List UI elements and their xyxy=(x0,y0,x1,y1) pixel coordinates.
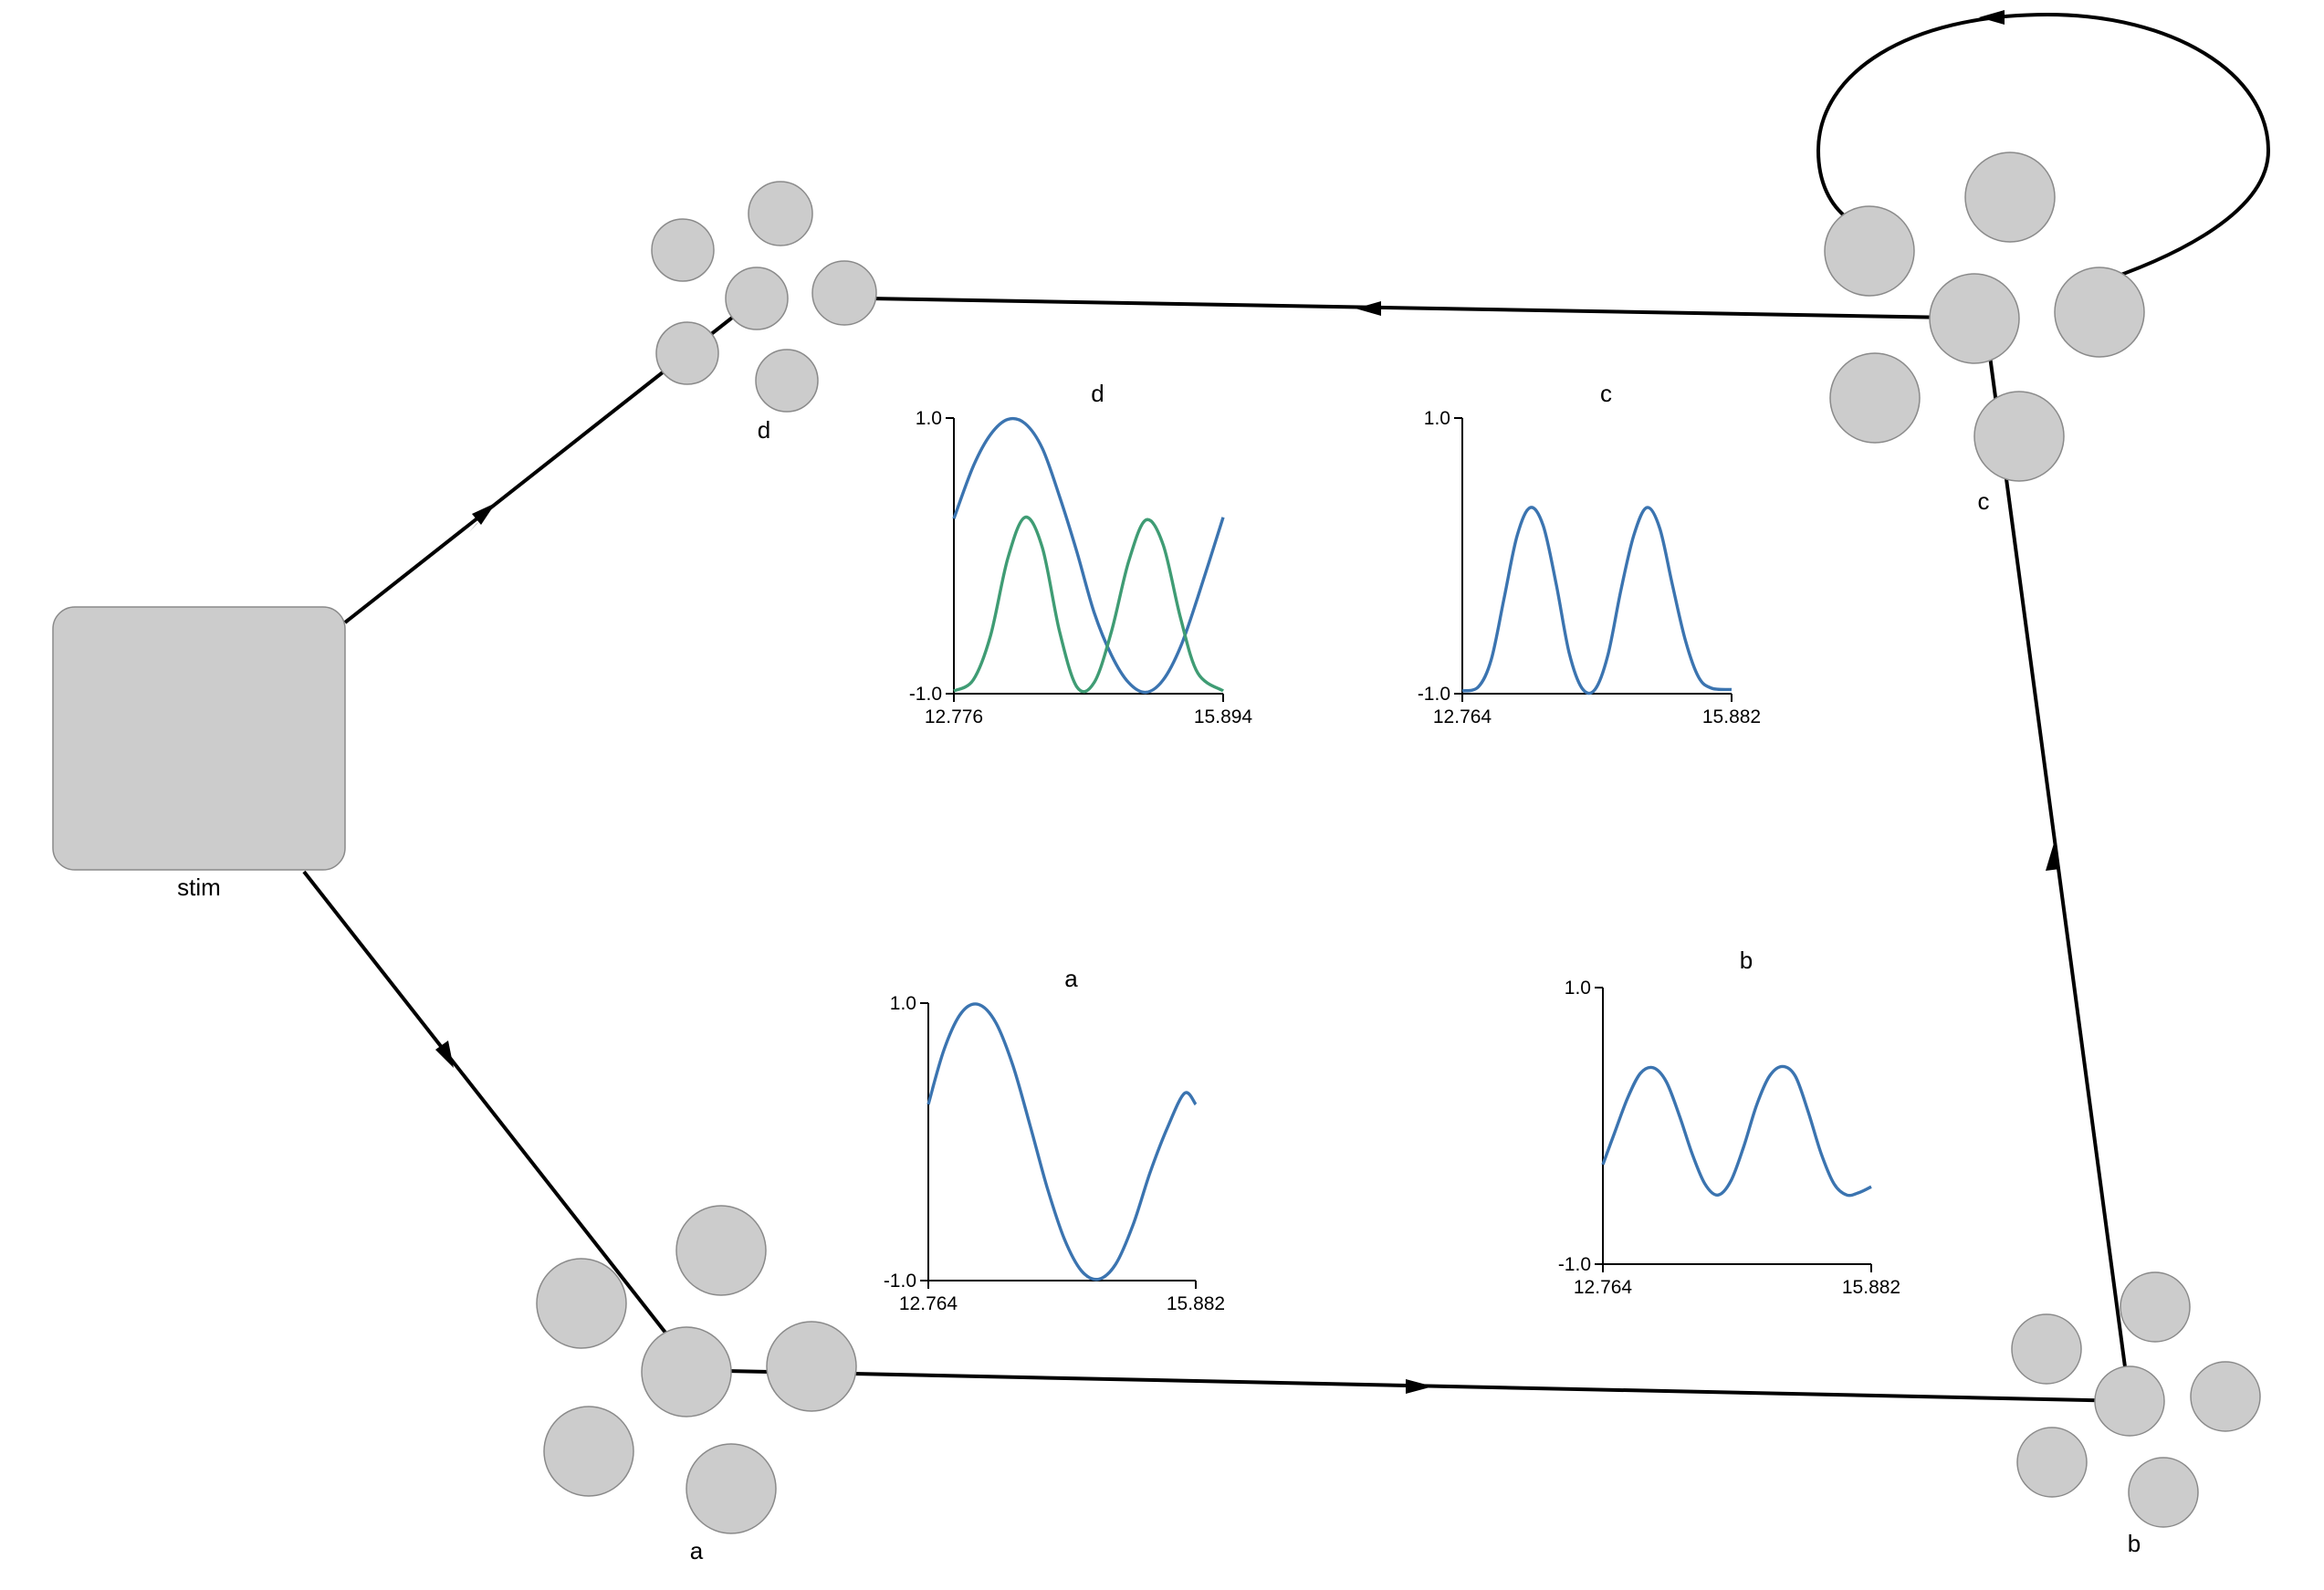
y-tick-label-bottom: -1.0 xyxy=(1418,684,1450,705)
neuron[interactable] xyxy=(2094,1365,2165,1437)
neuron[interactable] xyxy=(686,1443,777,1534)
neuron[interactable] xyxy=(766,1321,857,1412)
series-line-1 xyxy=(926,1002,1198,1281)
neuron[interactable] xyxy=(2120,1271,2191,1343)
neuron[interactable] xyxy=(651,218,715,282)
plot-a: a 1.0 -1.012.764 15.882 xyxy=(884,965,1225,1314)
node-label-b: b xyxy=(2128,1530,2141,1557)
y-tick-label-top: 1.0 xyxy=(1565,978,1591,999)
neuron[interactable] xyxy=(1964,152,2056,243)
x-tick-label-right: 15.882 xyxy=(1842,1277,1900,1298)
plot-title: b xyxy=(1740,947,1753,974)
neuron[interactable] xyxy=(725,267,789,330)
arrowhead-stim-d xyxy=(472,503,496,525)
plot-c: c 1.0 -1.012.764 15.882 xyxy=(1418,380,1761,727)
neuron[interactable] xyxy=(755,349,819,413)
x-tick-label-left: 12.776 xyxy=(925,706,983,727)
arrowhead-c-d xyxy=(1356,301,1381,316)
neuron[interactable] xyxy=(2011,1313,2082,1385)
neuron[interactable] xyxy=(2016,1427,2088,1498)
neuron[interactable] xyxy=(2054,267,2145,358)
edge-c-c-loop xyxy=(1816,12,2271,287)
x-tick-label-left: 12.764 xyxy=(899,1293,958,1314)
x-tick-label-right: 15.894 xyxy=(1194,706,1253,727)
neuron[interactable] xyxy=(1929,273,2020,364)
axis-lines xyxy=(927,1003,1196,1281)
edges xyxy=(302,12,2271,1403)
node-b[interactable]: b xyxy=(2011,1271,2261,1557)
stim-box[interactable] xyxy=(52,606,346,871)
y-tick-label-bottom: -1.0 xyxy=(884,1271,916,1292)
x-tick-label-left: 12.764 xyxy=(1574,1277,1633,1298)
axis-lines xyxy=(1461,418,1732,695)
y-tick-label-top: 1.0 xyxy=(916,408,942,429)
node-label-d: d xyxy=(758,416,770,444)
neuron[interactable] xyxy=(655,321,719,385)
node-label-stim: stim xyxy=(177,873,221,901)
neuron[interactable] xyxy=(1973,391,2065,482)
edge-stim-a xyxy=(302,870,667,1334)
y-tick-label-bottom: -1.0 xyxy=(1558,1254,1591,1275)
arrowhead-b-c xyxy=(2046,843,2060,871)
axis-lines xyxy=(953,418,1223,695)
arrowheads xyxy=(435,10,2060,1394)
node-label-c: c xyxy=(1978,487,1990,515)
y-tick-label-top: 1.0 xyxy=(890,993,916,1014)
plot-b: b 1.0 -1.012.764 15.882 xyxy=(1558,947,1900,1298)
neuron[interactable] xyxy=(536,1258,627,1349)
series-line-2 xyxy=(953,515,1224,694)
y-tick-label-top: 1.0 xyxy=(1424,408,1450,429)
edge-c-d xyxy=(817,296,1954,319)
arrowhead-a-b xyxy=(1406,1379,1433,1394)
node-stim[interactable]: stim xyxy=(52,606,346,901)
plot-title: a xyxy=(1064,965,1078,992)
plot-title: c xyxy=(1600,380,1612,407)
node-label-a: a xyxy=(690,1537,704,1564)
x-tick-label-left: 12.764 xyxy=(1433,706,1492,727)
node-a[interactable]: a xyxy=(536,1205,857,1564)
neuron[interactable] xyxy=(1824,205,1915,297)
x-tick-label-right: 15.882 xyxy=(1167,1293,1225,1314)
axis-lines xyxy=(1602,988,1871,1265)
neuron[interactable] xyxy=(2190,1361,2261,1432)
y-tick-label-bottom: -1.0 xyxy=(909,684,942,705)
node-c[interactable]: c xyxy=(1824,152,2145,515)
neuron[interactable] xyxy=(748,181,813,246)
edge-b-c xyxy=(1988,355,2131,1402)
arrowhead-stim-a xyxy=(435,1041,454,1068)
plot-d: d 1.0 -1.012.776 15.894 xyxy=(909,380,1253,727)
node-d[interactable]: d xyxy=(651,181,877,444)
x-tick-label-right: 15.882 xyxy=(1702,706,1761,727)
series-line-1 xyxy=(952,416,1225,695)
neuron[interactable] xyxy=(2128,1457,2199,1528)
series-line-1 xyxy=(1461,506,1733,696)
neuron[interactable] xyxy=(543,1406,634,1497)
neuron[interactable] xyxy=(1829,352,1921,444)
neuron[interactable] xyxy=(811,260,877,326)
arrowhead-c-loop xyxy=(1979,10,2005,25)
neuron[interactable] xyxy=(641,1326,732,1417)
neuron[interactable] xyxy=(675,1205,767,1296)
plot-title: d xyxy=(1091,380,1104,407)
series-line-1 xyxy=(1601,1064,1872,1198)
